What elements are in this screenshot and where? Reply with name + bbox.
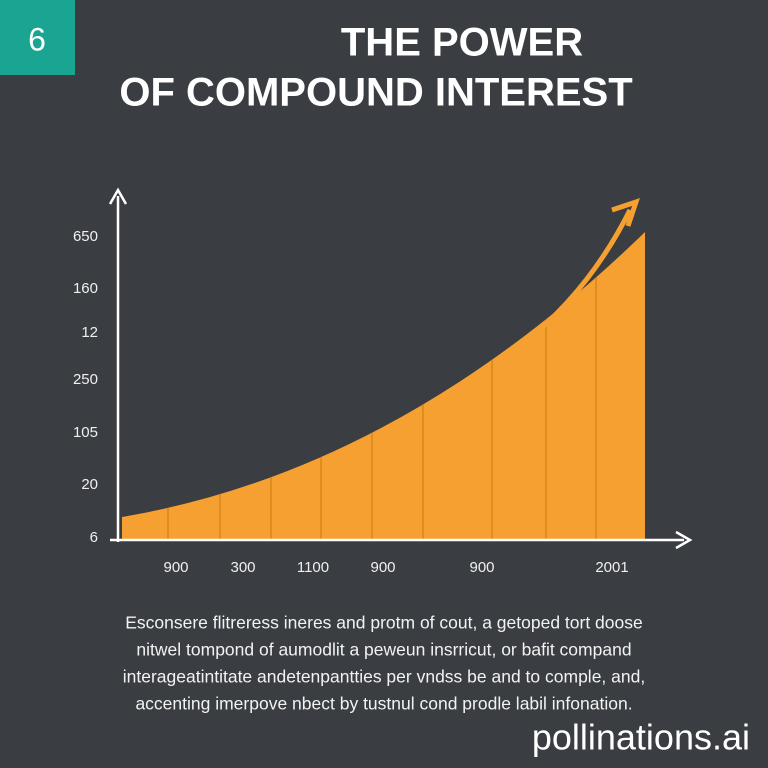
x-label: 2001 (595, 559, 628, 576)
y-axis-arrow (108, 187, 128, 205)
y-label: 6 (90, 529, 98, 546)
caption-line: nitwel tompond of aumodlit a peweun insr… (136, 640, 631, 660)
y-label: 105 (73, 424, 98, 441)
caption-line: interageatintitate andetenpantties per v… (123, 667, 645, 687)
x-axis-arrow (675, 530, 693, 550)
trend-arrow (523, 208, 633, 344)
y-labels: 650 160 12 250 105 20 6 (73, 228, 98, 546)
caption-line: Esconsere flitreress ineres and protm of… (125, 613, 643, 633)
x-label: 900 (163, 559, 188, 576)
caption: Esconsere flitreress ineres and protm of… (123, 613, 645, 714)
growth-area (122, 232, 645, 540)
y-label: 250 (73, 371, 98, 388)
watermark: pollinations.ai (532, 717, 750, 758)
y-label: 12 (81, 324, 98, 341)
x-labels: 900 300 1100 900 900 2001 (163, 559, 628, 576)
x-label: 1100 (297, 559, 329, 576)
x-label: 900 (370, 559, 395, 576)
x-label: 300 (230, 559, 255, 576)
x-label: 900 (469, 559, 494, 576)
trend-arrow-head (611, 198, 640, 227)
y-label: 650 (73, 228, 98, 245)
title-line: THE POWER (341, 21, 583, 65)
caption-line: accenting imerpove nbect by tustnul cond… (135, 694, 632, 714)
y-label: 20 (81, 476, 98, 493)
badge-number: 6 (28, 21, 46, 57)
badge-box (0, 0, 75, 75)
title-line: OF COMPOUND INTEREST (119, 71, 632, 115)
y-label: 160 (73, 280, 98, 297)
